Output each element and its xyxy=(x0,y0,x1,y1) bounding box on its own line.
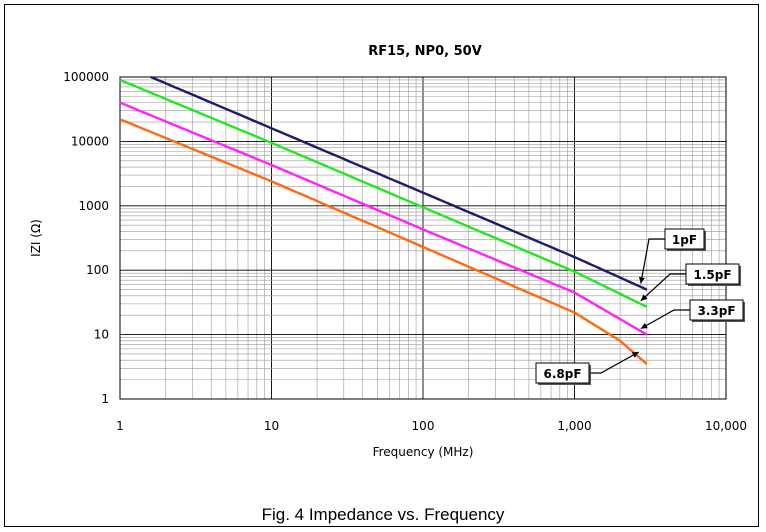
x-tick-label: 10 xyxy=(264,419,279,433)
series-line-3.3pF xyxy=(119,101,648,336)
callout-layer: 1pF 1.5pF 3.3pF 6.8pF xyxy=(535,228,745,385)
x-tick-label: 100 xyxy=(412,419,435,433)
x-tick-label: 10,000 xyxy=(705,419,747,433)
y-axis-label: IZI (Ω) xyxy=(29,219,43,257)
plot-area xyxy=(119,76,727,400)
callout-label: 6.8pF xyxy=(543,367,581,381)
series-line-6.8pF xyxy=(119,118,648,365)
y-tick-label: 1000 xyxy=(78,199,109,213)
callout-label: 1pF xyxy=(672,233,697,247)
callout-3.3pF: 3.3pF xyxy=(640,299,745,330)
y-tick-label: 100 xyxy=(86,263,109,277)
series-line-1pF xyxy=(150,75,648,291)
series-layer xyxy=(119,75,648,365)
grid xyxy=(120,77,726,399)
tick-labels: 1 10 100 1,000 10,000 1 10 100 1000 10000 100000 xyxy=(63,70,747,433)
x-tick-label: 1 xyxy=(116,419,124,433)
callout-6.8pF: 6.8pF xyxy=(535,351,640,385)
callout-1.5pF: 1.5pF xyxy=(640,263,741,302)
x-axis-label: Frequency (MHz) xyxy=(373,445,474,459)
y-tick-label: 1 xyxy=(101,392,109,406)
x-tick-label: 1,000 xyxy=(557,419,591,433)
y-tick-label: 10 xyxy=(94,328,109,342)
series-line-1.5pF xyxy=(119,78,648,308)
figure-caption: Fig. 4 Impedance vs. Frequency xyxy=(261,505,505,524)
callout-label: 1.5pF xyxy=(693,268,731,282)
y-tick-label: 10000 xyxy=(71,134,109,148)
callout-label: 3.3pF xyxy=(697,304,735,318)
callout-1pF: 1pF xyxy=(638,228,706,284)
chart-title: RF15, NP0, 50V xyxy=(368,44,482,59)
y-tick-label: 100000 xyxy=(63,70,109,84)
